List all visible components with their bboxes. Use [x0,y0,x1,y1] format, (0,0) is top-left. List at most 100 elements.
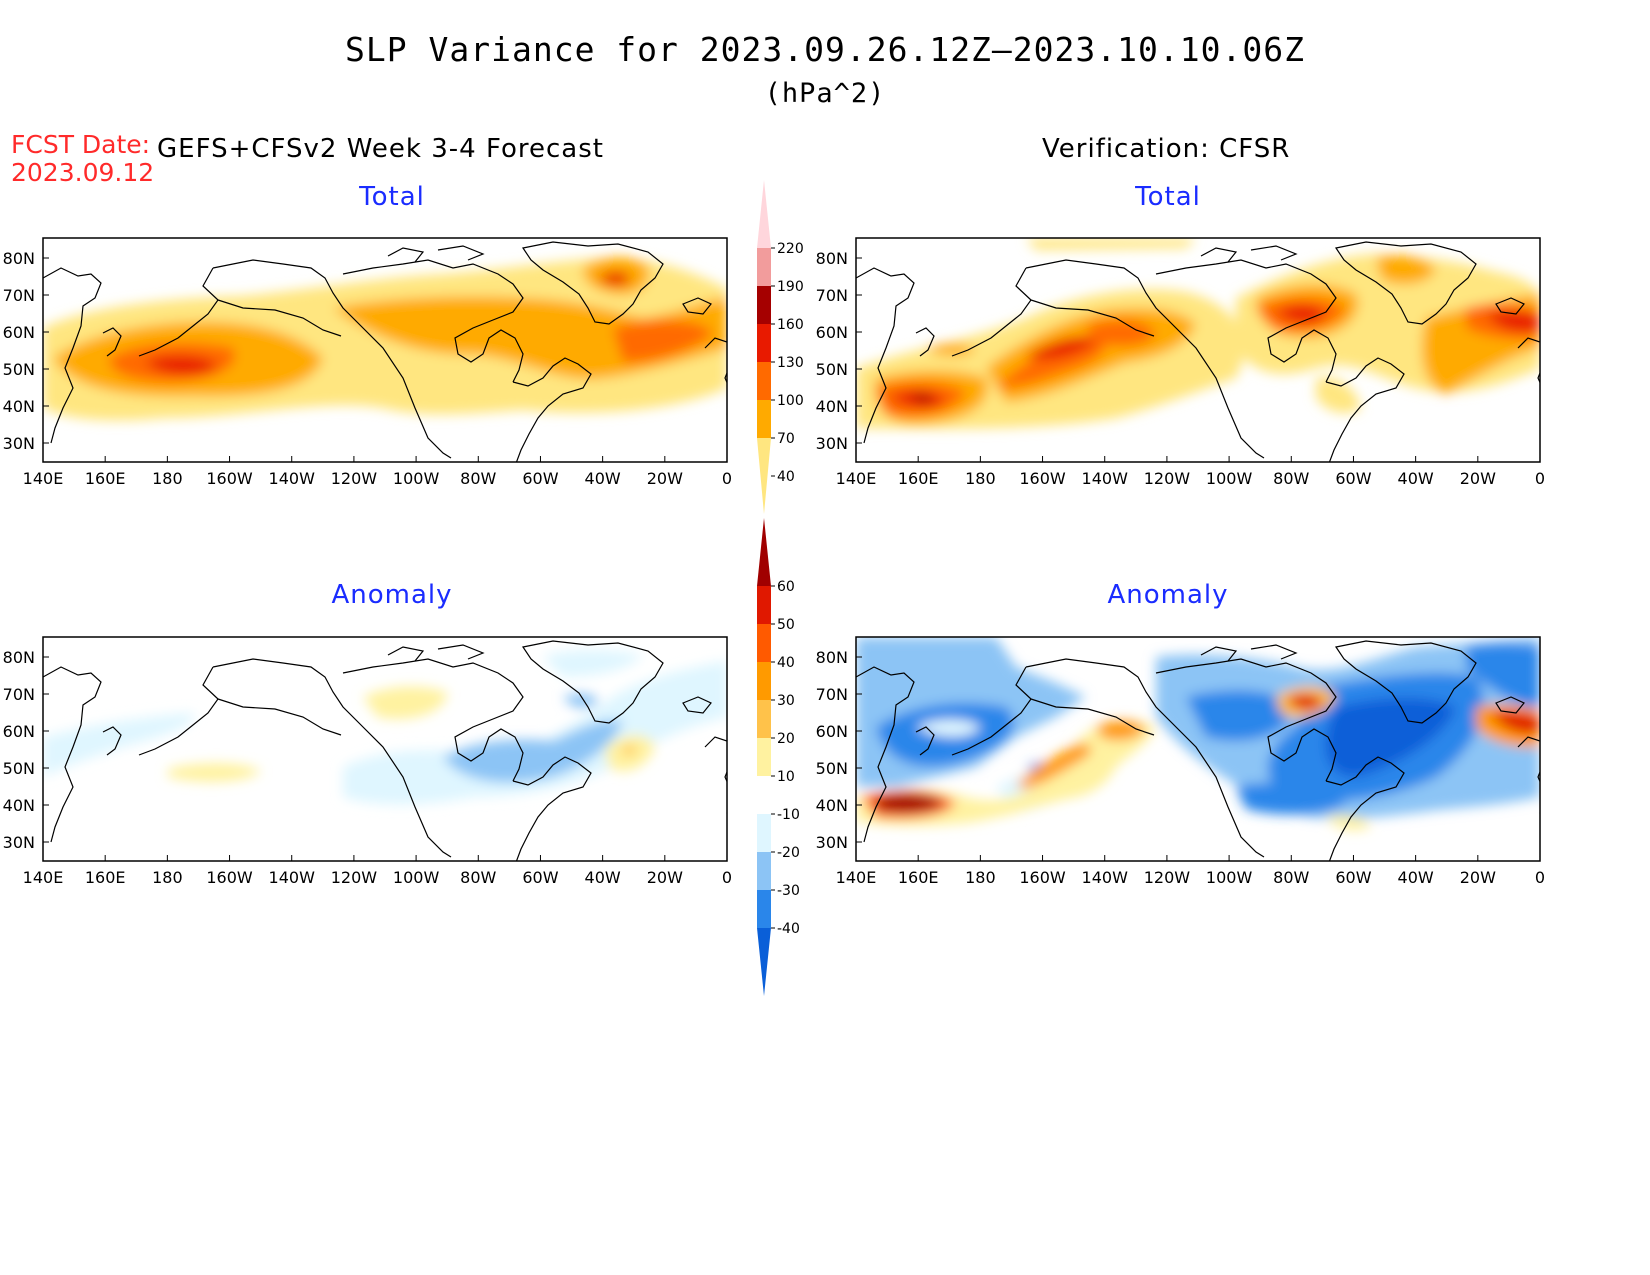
lon-label: 120W [1144,868,1191,887]
lon-label: 80W [460,469,496,488]
lat-label: 70N [3,286,35,305]
lon-label: 160W [206,868,253,887]
colorbar-swatch [757,248,771,286]
lat-label: 40N [816,796,848,815]
lat-label: 30N [3,434,35,453]
lon-label: 20W [647,469,683,488]
lon-label: 0 [722,868,732,887]
colorbar-label: 130 [777,355,804,371]
lat-label: 70N [816,286,848,305]
colorbar-label: 220 [777,241,804,257]
lat-label: 40N [3,796,35,815]
lat-label: 50N [816,360,848,379]
colorbar-label: -20 [777,845,800,861]
colorbar-label: 60 [777,579,795,595]
colorbar-swatch [757,362,771,400]
lon-label: 0 [1535,469,1545,488]
lon-label: 0 [1535,868,1545,887]
forecast-total-title: Total [359,182,425,212]
lat-label: 80N [816,648,848,667]
colorbar-label: 50 [777,617,795,633]
lat-label: 50N [816,759,848,778]
forecast-anomaly-map [42,636,728,862]
lon-label: 60W [522,469,558,488]
lon-label: 20W [1460,868,1496,887]
lat-label: 50N [3,759,35,778]
lon-label: 180 [965,469,996,488]
colorbar-label: 20 [777,731,795,747]
lon-label: 100W [393,469,440,488]
colorbar-swatch [757,890,771,928]
lon-label: 160E [85,868,126,887]
colorbar-swatch [757,776,771,814]
main-title: SLP Variance for 2023.09.26.12Z—2023.10.… [345,30,1305,69]
lon-label: 120W [331,469,378,488]
colorbar-swatch [757,180,771,248]
lat-label: 70N [816,685,848,704]
lat-label: 30N [816,434,848,453]
fcst-date-label: FCST Date: [11,130,151,159]
lon-label: 140E [23,469,64,488]
lon-label: 40W [585,469,621,488]
colorbar-swatch [757,852,771,890]
forecast-anomaly-title: Anomaly [331,580,453,610]
lon-label: 160W [206,469,253,488]
lon-label: 140W [269,469,316,488]
lon-label: 140W [269,868,316,887]
forecast-header: GEFS+CFSv2 Week 3-4 Forecast [157,134,604,164]
lat-label: 60N [816,722,848,741]
lon-label: 160W [1019,868,1066,887]
colorbar-swatch [757,662,771,700]
lon-label: 120W [1144,469,1191,488]
verification-header: Verification: CFSR [1042,134,1291,164]
colorbar-label: -10 [777,807,800,823]
lat-label: 60N [816,323,848,342]
colorbar-label: 40 [777,655,795,671]
colorbar-swatch [757,324,771,362]
colorbar-label: -30 [777,883,800,899]
lat-label: 30N [816,833,848,852]
lon-label: 140E [836,469,877,488]
lon-label: 80W [1273,469,1309,488]
total-colorbar: 40 70 100 130 160 190 220 [757,180,804,514]
colorbar-swatch [757,624,771,662]
lat-label: 30N [3,833,35,852]
lon-label: 160W [1019,469,1066,488]
verification-anomaly-map [855,636,1541,862]
colorbar-swatch [757,438,771,514]
lon-label: 40W [1398,469,1434,488]
fcst-date-value: 2023.09.12 [11,158,155,187]
lon-label: 180 [152,868,183,887]
lon-label: 20W [647,868,683,887]
lat-label: 80N [3,249,35,268]
colorbar-swatch [757,400,771,438]
colorbar-swatch [757,814,771,852]
colorbar-swatch [757,700,771,738]
colorbar-swatch [757,518,771,586]
colorbar-swatch [757,928,771,996]
colorbar-label: 160 [777,317,804,333]
lon-label: 100W [1206,868,1253,887]
lon-label: 40W [1398,868,1434,887]
lon-label: 140E [836,868,877,887]
lon-label: 20W [1460,469,1496,488]
colorbar-label: 30 [777,693,795,709]
colorbar-label: 190 [777,279,804,295]
lon-label: 0 [722,469,732,488]
lon-label: 60W [1335,469,1371,488]
colorbar-label: 40 [777,469,795,485]
lon-label: 120W [331,868,378,887]
colorbar-swatch [757,738,771,776]
anomaly-colorbar: -40 -30 -20 -10 10 20 30 40 50 60 [757,518,800,996]
colorbar-label: 10 [777,769,795,785]
lat-label: 40N [3,397,35,416]
lon-label: 100W [393,868,440,887]
verification-anomaly-title: Anomaly [1107,580,1229,610]
lat-label: 70N [3,685,35,704]
lat-label: 80N [3,648,35,667]
colorbar-label: 70 [777,431,795,447]
lon-label: 140W [1082,868,1129,887]
lon-label: 160E [898,868,939,887]
forecast-total-map [42,237,728,463]
